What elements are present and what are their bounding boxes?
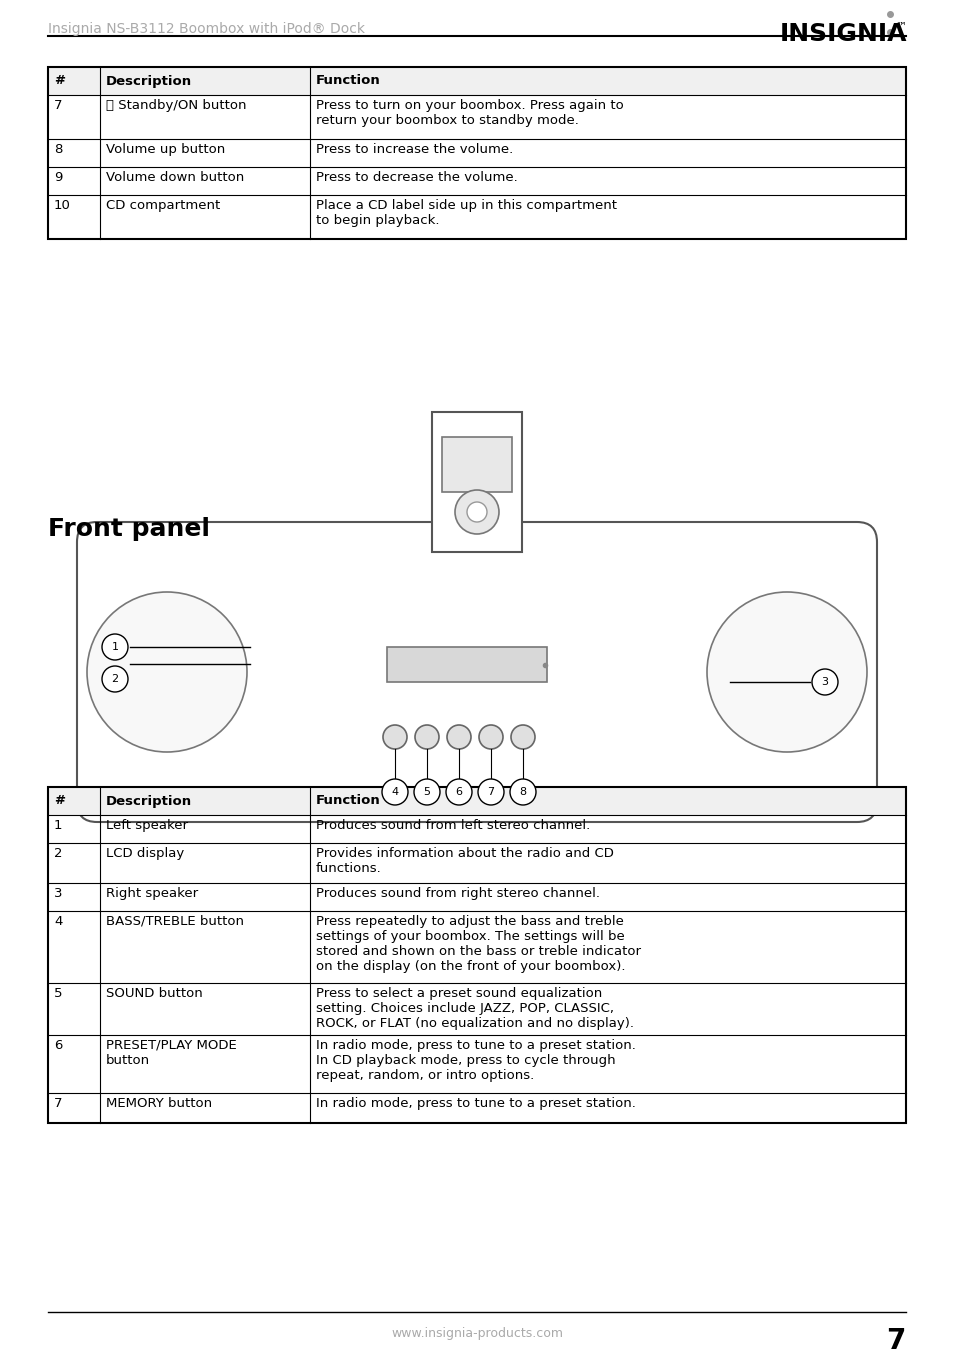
- Circle shape: [706, 592, 866, 752]
- Text: Produces sound from right stereo channel.: Produces sound from right stereo channel…: [315, 887, 599, 900]
- Text: 7: 7: [885, 1328, 905, 1352]
- Text: CD compartment: CD compartment: [106, 199, 220, 212]
- Text: 10: 10: [54, 199, 71, 212]
- Text: Place a CD label side up in this compartment
to begin playback.: Place a CD label side up in this compart…: [315, 199, 617, 227]
- Text: 3: 3: [821, 677, 827, 687]
- Text: Press to turn on your boombox. Press again to
return your boombox to standby mod: Press to turn on your boombox. Press aga…: [315, 99, 623, 127]
- Text: Press repeatedly to adjust the bass and treble
settings of your boombox. The set: Press repeatedly to adjust the bass and …: [315, 915, 640, 973]
- Text: Volume up button: Volume up button: [106, 143, 225, 155]
- Text: 1: 1: [112, 642, 118, 652]
- Circle shape: [415, 725, 438, 749]
- Text: Description: Description: [106, 795, 192, 807]
- Circle shape: [510, 779, 536, 804]
- Text: INSIGNIA: INSIGNIA: [780, 22, 906, 46]
- Text: ⏻ Standby/ON button: ⏻ Standby/ON button: [106, 99, 246, 112]
- Bar: [432, 412, 521, 552]
- Text: 9: 9: [54, 170, 62, 184]
- Circle shape: [478, 725, 502, 749]
- Circle shape: [102, 667, 128, 692]
- Text: 6: 6: [54, 1038, 62, 1052]
- Circle shape: [446, 779, 472, 804]
- Circle shape: [87, 592, 247, 752]
- Text: Function: Function: [315, 795, 380, 807]
- Circle shape: [447, 725, 471, 749]
- Circle shape: [811, 669, 837, 695]
- Text: 2: 2: [54, 846, 63, 860]
- Bar: [48, 68, 905, 239]
- Bar: [441, 437, 512, 492]
- Text: 5: 5: [423, 787, 430, 796]
- Text: 3: 3: [54, 887, 63, 900]
- Text: Press to increase the volume.: Press to increase the volume.: [315, 143, 513, 155]
- Text: Front panel: Front panel: [48, 516, 210, 541]
- Circle shape: [382, 725, 407, 749]
- Text: LCD display: LCD display: [106, 846, 184, 860]
- Text: 5: 5: [54, 987, 63, 1000]
- Circle shape: [102, 634, 128, 660]
- Circle shape: [467, 502, 486, 522]
- Text: 4: 4: [54, 915, 62, 927]
- Text: #: #: [54, 74, 65, 88]
- Text: 4: 4: [391, 787, 398, 796]
- Text: PRESET/PLAY MODE
button: PRESET/PLAY MODE button: [106, 1038, 236, 1067]
- Bar: [48, 787, 905, 1124]
- Text: Press to decrease the volume.: Press to decrease the volume.: [315, 170, 517, 184]
- Text: Right speaker: Right speaker: [106, 887, 198, 900]
- Bar: [48, 68, 905, 95]
- Text: SOUND button: SOUND button: [106, 987, 203, 1000]
- Text: Function: Function: [315, 74, 380, 88]
- Text: Provides information about the radio and CD
functions.: Provides information about the radio and…: [315, 846, 613, 875]
- Bar: [48, 787, 905, 815]
- Circle shape: [381, 779, 408, 804]
- Text: 2: 2: [112, 675, 118, 684]
- Text: 8: 8: [54, 143, 62, 155]
- Text: BASS/TREBLE button: BASS/TREBLE button: [106, 915, 244, 927]
- FancyBboxPatch shape: [77, 522, 876, 822]
- Bar: [387, 648, 546, 681]
- Text: MEMORY button: MEMORY button: [106, 1096, 212, 1110]
- Text: 8: 8: [518, 787, 526, 796]
- Text: 7: 7: [487, 787, 494, 796]
- Text: Produces sound from left stereo channel.: Produces sound from left stereo channel.: [315, 819, 590, 831]
- Circle shape: [414, 779, 439, 804]
- Text: 7: 7: [54, 99, 63, 112]
- Text: #: #: [54, 795, 65, 807]
- Text: 1: 1: [54, 819, 63, 831]
- Text: In radio mode, press to tune to a preset station.: In radio mode, press to tune to a preset…: [315, 1096, 636, 1110]
- Circle shape: [477, 779, 503, 804]
- Text: www.insignia-products.com: www.insignia-products.com: [391, 1328, 562, 1340]
- Text: 7: 7: [54, 1096, 63, 1110]
- Text: Press to select a preset sound equalization
setting. Choices include JAZZ, POP, : Press to select a preset sound equalizat…: [315, 987, 634, 1030]
- Text: 6: 6: [455, 787, 462, 796]
- Circle shape: [455, 489, 498, 534]
- Text: In radio mode, press to tune to a preset station.
In CD playback mode, press to : In radio mode, press to tune to a preset…: [315, 1038, 636, 1082]
- Text: ™: ™: [894, 22, 905, 32]
- Text: Left speaker: Left speaker: [106, 819, 188, 831]
- Text: Insignia NS-B3112 Boombox with iPod® Dock: Insignia NS-B3112 Boombox with iPod® Doc…: [48, 22, 365, 37]
- Text: Description: Description: [106, 74, 192, 88]
- Text: Volume down button: Volume down button: [106, 170, 244, 184]
- Circle shape: [511, 725, 535, 749]
